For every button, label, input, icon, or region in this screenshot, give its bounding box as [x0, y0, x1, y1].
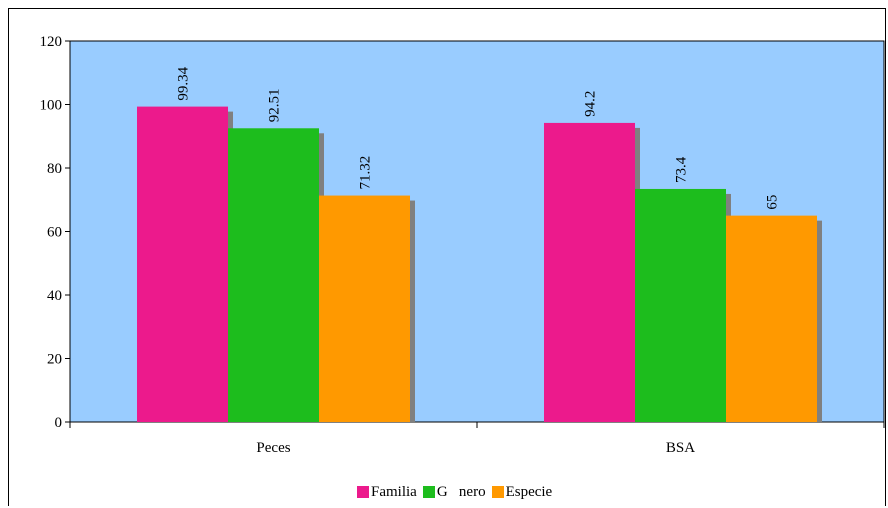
- legend: Familia G nero Especie: [357, 482, 558, 502]
- y-tick-label: 0: [55, 415, 63, 431]
- legend-swatch-genero: [422, 486, 435, 498]
- bar: [544, 122, 635, 422]
- data-label: 73.4: [674, 156, 690, 183]
- legend-item-familia: Familia: [357, 484, 417, 501]
- data-label: 92.51: [267, 89, 283, 123]
- bar: [635, 188, 726, 422]
- legend-swatch-familia: [357, 486, 369, 498]
- bar: [319, 195, 410, 422]
- y-tick-label: 100: [40, 98, 63, 114]
- bar: [228, 128, 319, 422]
- bars: 99.34 92.51 71.32 94.2 73.4 65: [137, 66, 822, 423]
- bar: [137, 106, 228, 423]
- x-axis: Peces BSA: [69, 422, 885, 456]
- legend-item-especie: Especie: [491, 483, 553, 501]
- x-tick-label: Peces: [256, 440, 290, 456]
- legend-swatch-especie: [491, 486, 504, 498]
- data-label: 99.34: [176, 66, 192, 100]
- legend-label-especie: Especie: [505, 483, 553, 500]
- y-tick-label: 40: [47, 288, 62, 304]
- legend-label-familia: Familia: [371, 483, 417, 500]
- y-axis: 0 20 40 60 80 100 120: [40, 34, 70, 431]
- y-tick-label: 120: [40, 34, 63, 50]
- legend-label-genero: G nero: [436, 483, 486, 500]
- y-tick-label: 60: [47, 225, 62, 241]
- y-tick-label: 80: [47, 161, 62, 177]
- data-label: 71.32: [358, 156, 374, 190]
- data-label: 65: [765, 195, 781, 210]
- x-tick-label: BSA: [666, 440, 695, 456]
- legend-item-genero: G nero: [422, 483, 486, 501]
- data-label: 94.2: [583, 91, 599, 117]
- chart-frame: [8, 8, 886, 506]
- bar: [726, 215, 817, 422]
- y-tick-label: 20: [47, 352, 62, 368]
